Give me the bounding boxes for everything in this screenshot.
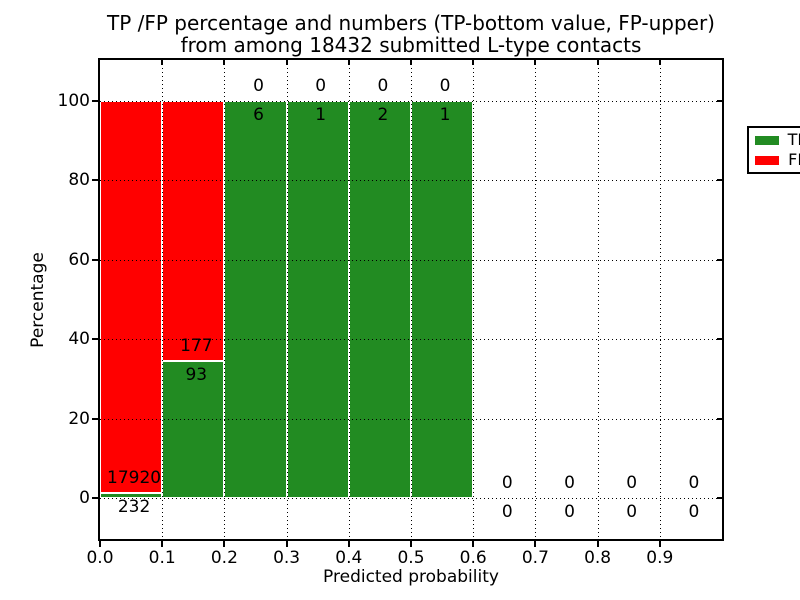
- top-tick-mark: [410, 60, 412, 65]
- x-tick-mark: [285, 541, 288, 547]
- right-tick-mark: [717, 417, 722, 420]
- plot-layers: 17920 232 177 93 0 6 0 1 0 2 0 1 0 0 0 0 0 0 0 0: [100, 60, 722, 539]
- bar-segment-tp: [100, 492, 163, 498]
- legend-item-tp: TP: [755, 132, 800, 148]
- y-tick-mark: [92, 338, 99, 341]
- x-tick-mark: [99, 541, 101, 547]
- x-tick-label: 0.4: [335, 548, 363, 568]
- tp-count-label: 0: [564, 502, 575, 522]
- top-tick-mark: [472, 60, 475, 65]
- right-tick-mark: [717, 497, 722, 499]
- right-tick-mark: [717, 100, 722, 102]
- x-tick-label: 0.8: [584, 548, 612, 568]
- grid-vline: [597, 60, 599, 539]
- y-tick-label: 0: [79, 488, 90, 508]
- tp-legend-label: TP: [787, 130, 800, 149]
- chart-title-line1: TP /FP percentage and numbers (TP-bottom…: [107, 11, 715, 35]
- grid-vline: [473, 60, 475, 539]
- tp-count-label: 2: [377, 105, 389, 125]
- y-tick-label: 60: [68, 249, 90, 270]
- grid-vline: [411, 60, 412, 539]
- bar-segment-tp: [348, 101, 411, 498]
- y-tick-mark: [92, 179, 99, 182]
- grid-vline: [286, 60, 288, 539]
- grid-vline: [535, 60, 537, 539]
- right-tick-mark: [717, 338, 722, 341]
- tp-count-label: 6: [253, 105, 264, 125]
- grid-vline: [162, 60, 164, 539]
- fp-count-label: 0: [439, 76, 451, 96]
- x-axis-label: Predicted probability: [323, 567, 499, 587]
- fp-count-label: 0: [564, 473, 575, 493]
- tp-count-label: 1: [439, 105, 451, 125]
- plot-area: 17920 232 177 93 0 6 0 1 0 2 0 1 0 0 0 0 0 0 0 0 TP FP: [98, 58, 800, 541]
- x-tick-mark: [534, 541, 537, 547]
- fp-legend-label: FP: [788, 150, 800, 169]
- top-tick-mark: [534, 60, 537, 65]
- legend-item-fp: FP: [755, 152, 800, 168]
- x-tick-mark: [472, 541, 475, 547]
- x-tick-mark: [596, 541, 599, 547]
- fp-count-label: 0: [626, 473, 638, 493]
- tp-legend-swatch: [755, 135, 779, 145]
- y-tick-mark: [92, 497, 99, 499]
- legend: TP FP: [747, 126, 800, 174]
- top-tick-mark: [658, 60, 661, 65]
- bar-segment-fp: [100, 101, 163, 493]
- x-tick-mark: [658, 541, 661, 547]
- y-tick-label: 20: [68, 408, 90, 429]
- x-tick-label: 0.7: [521, 548, 549, 568]
- fp-count-label: 17920: [107, 467, 162, 488]
- chart-title-line2: from among 18432 submitted L-type contac…: [180, 33, 642, 57]
- x-tick-label: 0.3: [273, 548, 301, 568]
- grid-vline: [348, 60, 350, 539]
- y-tick-label: 40: [68, 329, 90, 350]
- y-tick-label: 100: [57, 91, 90, 111]
- bar-segment-tp: [224, 101, 287, 498]
- x-tick-label: 0.6: [459, 548, 487, 568]
- grid-vline: [224, 60, 226, 539]
- right-tick-mark: [717, 179, 722, 182]
- y-tick-mark: [92, 100, 99, 102]
- fp-count-label: 0: [501, 473, 513, 493]
- right-tick-mark: [717, 258, 722, 261]
- fp-count-label: 0: [253, 76, 264, 96]
- x-tick-label: 0.1: [148, 548, 176, 568]
- top-tick-mark: [596, 60, 599, 65]
- y-tick-mark: [92, 417, 99, 420]
- tp-count-label: 1: [315, 105, 327, 125]
- fp-count-label: 0: [377, 76, 389, 96]
- x-tick-mark: [347, 541, 350, 547]
- fp-count-label: 177: [180, 336, 213, 357]
- top-tick-mark: [347, 60, 350, 65]
- y-tick-label: 80: [68, 170, 90, 191]
- tp-count-label: 0: [501, 502, 513, 522]
- tp-count-label: 93: [185, 365, 208, 386]
- chart-title: TP /FP percentage and numbers (TP-bottom…: [100, 12, 722, 56]
- tp-count-label: 232: [117, 496, 151, 517]
- x-tick-label: 0.0: [86, 548, 114, 568]
- tp-count-label: 0: [688, 502, 700, 522]
- fp-count-label: 0: [315, 76, 327, 96]
- fp-legend-swatch: [755, 155, 780, 165]
- top-tick-mark: [161, 60, 164, 65]
- x-tick-mark: [223, 541, 226, 547]
- top-tick-mark: [223, 60, 226, 65]
- x-tick-label: 0.9: [646, 548, 674, 568]
- x-tick-mark: [410, 541, 412, 547]
- top-tick-mark: [285, 60, 288, 65]
- x-tick-mark: [161, 541, 164, 547]
- tp-count-label: 0: [626, 502, 638, 522]
- bar-segment-fp: [162, 101, 225, 362]
- bar-segment-tp: [286, 101, 349, 498]
- bar-segment-tp: [411, 101, 474, 498]
- y-tick-mark: [92, 258, 99, 261]
- x-tick-label: 0.2: [210, 548, 238, 568]
- x-tick-label: 0.5: [397, 548, 425, 568]
- grid-vline: [659, 60, 661, 539]
- bar-segment-tp: [162, 361, 225, 498]
- fp-count-label: 0: [688, 473, 700, 493]
